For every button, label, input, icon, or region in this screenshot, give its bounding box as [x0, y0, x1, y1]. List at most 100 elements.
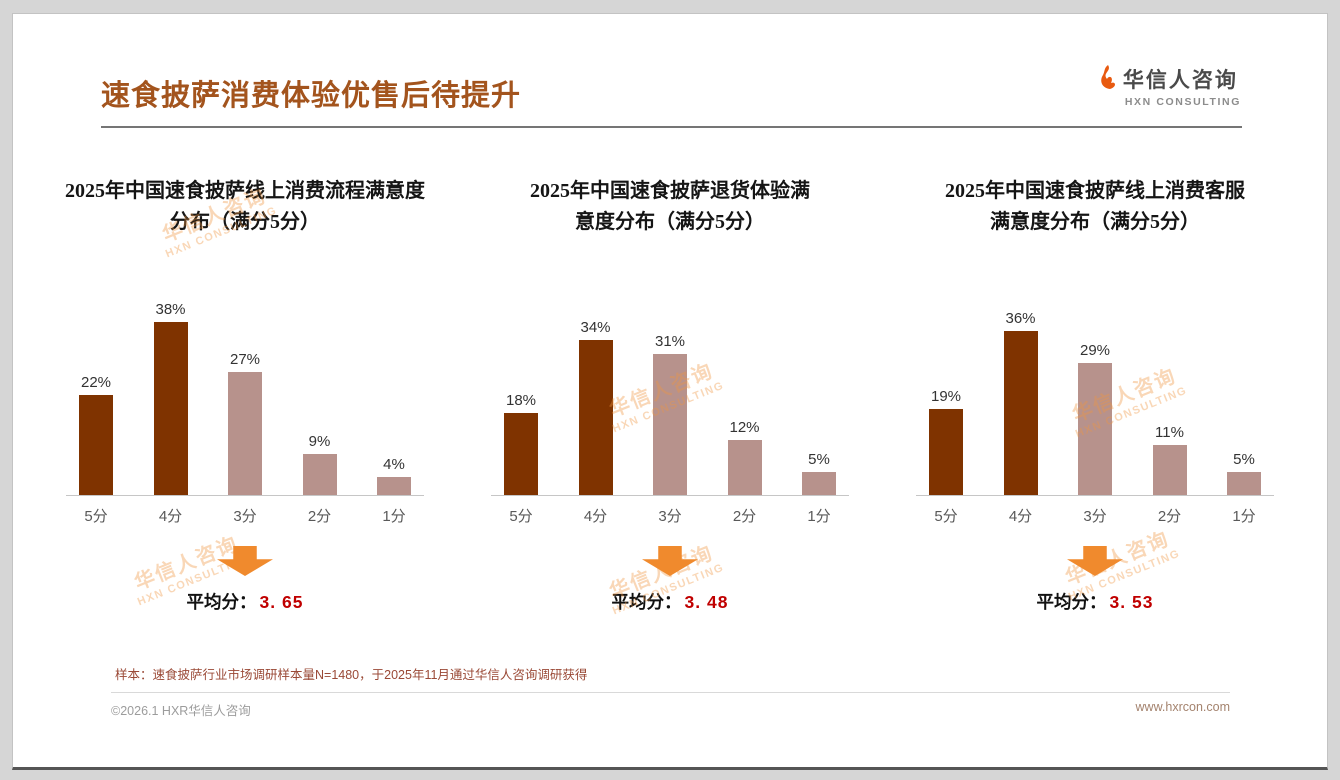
- bar: [578, 340, 613, 495]
- average-value: 3. 65: [259, 592, 304, 612]
- bar: [1227, 472, 1261, 495]
- bar: [727, 440, 762, 495]
- bar-column: 11%: [1142, 424, 1198, 495]
- chart-title-line2: 分布（满分5分）: [170, 211, 320, 233]
- down-arrow-icon: [1067, 546, 1123, 576]
- bar-column: 19%: [918, 388, 974, 495]
- bar-column: 18%: [493, 392, 549, 495]
- x-axis-labels: 5分 4分 3分 2分 1分: [491, 505, 849, 526]
- down-arrow-icon: [642, 546, 698, 576]
- bar-column: 22%: [68, 374, 124, 495]
- chart-return-experience: 2025年中国速食披萨退货体验满 意度分布（满分5分） 18% 34% 31% 12%…: [460, 176, 880, 614]
- chart-online-purchase-process: 2025年中国速食披萨线上消费流程满意度 分布（满分5分） 22% 38% 27% 9…: [35, 176, 455, 614]
- category-label: 2分: [307, 508, 332, 525]
- bar-value-label: 18%: [505, 392, 537, 409]
- bar-value-label: 11%: [1155, 424, 1184, 441]
- chart-title-line2: 满意度分布（满分5分）: [990, 211, 1200, 233]
- category-label: 2分: [732, 508, 757, 525]
- bar-plot-area: 18% 34% 31% 12% 5%: [491, 280, 849, 496]
- logo-text: 华信人咨询: [1122, 69, 1238, 92]
- page-title: 速食披萨消费体验优售后待提升: [101, 80, 522, 112]
- category-label: 5分: [84, 508, 108, 525]
- bar-value-label: 4%: [383, 456, 405, 473]
- bar-value-label: 5%: [808, 451, 830, 468]
- bar: [153, 322, 188, 495]
- average-label: 平均分：: [611, 592, 682, 612]
- bar-plot-area: 19% 36% 29% 11% 5%: [916, 280, 1274, 496]
- category-label: 3分: [1083, 508, 1107, 525]
- bar-value-label: 19%: [930, 388, 962, 405]
- category-label: 4分: [1008, 508, 1033, 525]
- category-label: 1分: [807, 508, 831, 525]
- bar-column: 27%: [217, 351, 273, 495]
- bar-value-label: 29%: [1079, 342, 1111, 359]
- chart-title: 2025年中国速食披萨退货体验满 意度分布（满分5分）: [460, 176, 880, 238]
- category-label: 5分: [509, 508, 533, 525]
- footer-divider: [111, 692, 1230, 693]
- category-label: 3分: [233, 508, 257, 525]
- category-label: 1分: [1232, 508, 1256, 525]
- bar-column: 5%: [1216, 451, 1272, 495]
- bar-value-label: 22%: [80, 374, 112, 391]
- bar-value-label: 5%: [1233, 451, 1255, 468]
- company-logo: 华信人咨询 HXN CONSULTING: [1098, 64, 1241, 108]
- bar: [504, 413, 538, 495]
- bar-value-label: 31%: [654, 333, 686, 350]
- bar: [1003, 331, 1038, 495]
- bar: [1152, 445, 1187, 495]
- header: 速食披萨消费体验优售后待提升 华信人咨询 HXN CONSULTING: [13, 14, 1327, 114]
- bar: [929, 409, 963, 495]
- average-score: 平均分： 3. 48: [460, 589, 880, 614]
- average-value: 3. 48: [684, 592, 729, 612]
- bar-column: 29%: [1067, 342, 1123, 495]
- bar-column: 5%: [791, 451, 847, 495]
- bar-value-label: 12%: [729, 419, 760, 436]
- bar: [1078, 363, 1112, 495]
- chart-title-line1: 2025年中国速食披萨退货体验满: [530, 180, 810, 202]
- category-label: 2分: [1157, 508, 1182, 525]
- category-label: 5分: [934, 508, 958, 525]
- website-url: www.hxrcon.com: [1135, 700, 1230, 714]
- category-label: 4分: [158, 508, 183, 525]
- bar-column: 36%: [993, 310, 1049, 495]
- logo-row: 华信人咨询: [1098, 64, 1238, 94]
- x-axis-labels: 5分 4分 3分 2分 1分: [916, 505, 1274, 526]
- average-score: 平均分： 3. 65: [35, 589, 455, 614]
- bar-column: 34%: [568, 319, 624, 495]
- chart-title-line1: 2025年中国速食披萨线上消费流程满意度: [65, 180, 425, 202]
- average-score: 平均分： 3. 53: [885, 589, 1305, 614]
- charts-row: 2025年中国速食披萨线上消费流程满意度 分布（满分5分） 22% 38% 27% 9…: [13, 176, 1327, 614]
- bar-column: 31%: [642, 333, 698, 495]
- chart-title: 2025年中国速食披萨线上消费流程满意度 分布（满分5分）: [35, 176, 455, 238]
- bar-column: 38%: [143, 301, 199, 495]
- chart-customer-service: 2025年中国速食披萨线上消费客服 满意度分布（满分5分） 19% 36% 29% 1…: [885, 176, 1305, 614]
- x-axis-labels: 5分 4分 3分 2分 1分: [66, 505, 424, 526]
- chart-title-line1: 2025年中国速食披萨线上消费客服: [945, 180, 1245, 202]
- bar-value-label: 34%: [580, 319, 611, 336]
- average-value: 3. 53: [1109, 592, 1154, 612]
- average-label: 平均分：: [186, 592, 257, 612]
- down-arrow-icon: [217, 546, 273, 576]
- bar: [79, 395, 113, 495]
- bar-value-label: 9%: [308, 433, 331, 450]
- category-label: 3分: [658, 508, 682, 525]
- bar-plot-area: 22% 38% 27% 9% 4%: [66, 280, 424, 496]
- bar: [377, 477, 411, 495]
- bar-value-label: 27%: [229, 351, 261, 368]
- sample-footnote: 样本：速食披萨行业市场调研样本量N=1480，于2025年11月通过华信人咨询调…: [115, 668, 588, 682]
- average-label: 平均分：: [1036, 592, 1107, 612]
- copyright-text: ©2026.1 HXR华信人咨询: [111, 704, 251, 718]
- chart-title-line2: 意度分布（满分5分）: [575, 211, 765, 233]
- bar-value-label: 38%: [155, 301, 186, 318]
- logo-subtext: HXN CONSULTING: [1124, 96, 1241, 108]
- bar: [802, 472, 836, 495]
- title-underline: [101, 126, 1242, 128]
- chart-title: 2025年中国速食披萨线上消费客服 满意度分布（满分5分）: [885, 176, 1305, 238]
- bar-column: 12%: [717, 419, 773, 495]
- category-label: 1分: [382, 508, 406, 525]
- bar: [302, 454, 337, 495]
- bar-column: 4%: [366, 456, 422, 495]
- bar: [228, 372, 262, 495]
- slide: 华信人咨询 HXN CONSULTING 华信人咨询 HXN CONSULTIN…: [12, 13, 1328, 770]
- logo-flame-icon: [1098, 64, 1118, 94]
